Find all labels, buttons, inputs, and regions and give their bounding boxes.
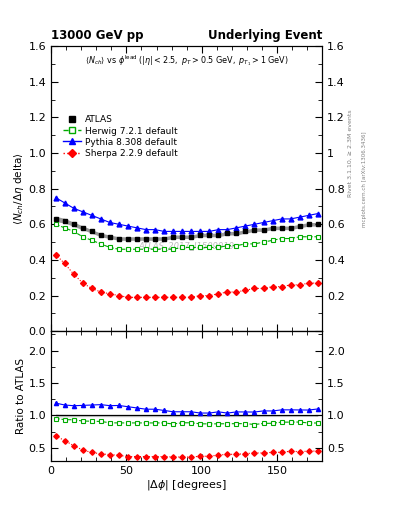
Y-axis label: $\langle N_{ch} / \Delta\eta\ \mathrm{delta}\rangle$: $\langle N_{ch} / \Delta\eta\ \mathrm{de… — [12, 152, 26, 225]
X-axis label: $|\Delta\phi|$ [degrees]: $|\Delta\phi|$ [degrees] — [146, 478, 227, 493]
Text: Rivet 3.1.10, ≥ 2.3M events: Rivet 3.1.10, ≥ 2.3M events — [348, 110, 353, 198]
Text: mcplots.cern.ch [arXiv:1306.3436]: mcplots.cern.ch [arXiv:1306.3436] — [362, 132, 367, 227]
Legend: ATLAS, Herwig 7.2.1 default, Pythia 8.308 default, Sherpa 2.2.9 default: ATLAS, Herwig 7.2.1 default, Pythia 8.30… — [61, 113, 180, 160]
Text: 13000 GeV pp: 13000 GeV pp — [51, 29, 143, 42]
Text: ATLAS_2017_I1509919: ATLAS_2017_I1509919 — [139, 241, 235, 250]
Y-axis label: Ratio to ATLAS: Ratio to ATLAS — [16, 358, 26, 434]
Text: Underlying Event: Underlying Event — [208, 29, 322, 42]
Text: $\langle N_{ch}\rangle$ vs $\phi^{\mathrm{lead}}$ ($|\eta| < 2.5,\ p_T > 0.5\ \m: $\langle N_{ch}\rangle$ vs $\phi^{\mathr… — [85, 53, 288, 68]
